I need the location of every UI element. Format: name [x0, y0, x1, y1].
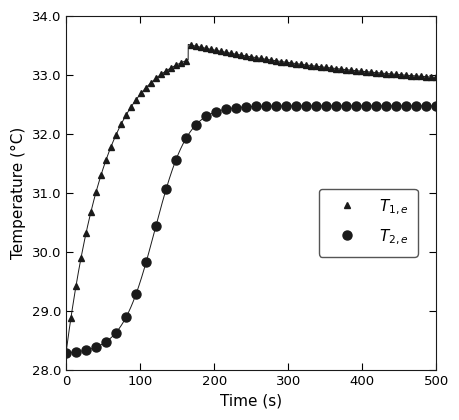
$T_{2,e}$ — [173, 157, 179, 162]
$T_{2,e}$ — [373, 103, 378, 108]
$T_{2,e}$ — [63, 350, 69, 355]
$T_{2,e}$ — [193, 122, 198, 127]
$T_{1,e}$ — [347, 68, 353, 73]
$T_{1,e}$ — [373, 70, 378, 75]
$T_{1,e}$ — [432, 75, 438, 80]
$T_{2,e}$ — [213, 109, 218, 114]
$T_{2,e}$ — [382, 103, 388, 108]
$T_{2,e}$ — [123, 315, 129, 320]
$T_{2,e}$ — [273, 103, 278, 108]
$T_{2,e}$ — [133, 291, 139, 297]
$T_{2,e}$ — [303, 103, 308, 108]
Line: $T_{1,e}$: $T_{1,e}$ — [63, 42, 438, 356]
Y-axis label: Temperature (°C): Temperature (°C) — [11, 127, 26, 260]
$T_{2,e}$ — [392, 103, 398, 108]
$T_{2,e}$ — [73, 349, 78, 354]
$T_{2,e}$ — [113, 330, 118, 335]
$T_{2,e}$ — [413, 103, 418, 108]
$T_{2,e}$ — [243, 104, 248, 109]
$T_{2,e}$ — [432, 103, 438, 108]
$T_{2,e}$ — [83, 348, 89, 353]
$T_{2,e}$ — [163, 187, 168, 192]
$T_{1,e}$ — [397, 72, 403, 77]
$T_{2,e}$ — [313, 103, 318, 108]
$T_{2,e}$ — [353, 103, 358, 108]
$T_{2,e}$ — [422, 103, 428, 108]
$T_{2,e}$ — [143, 260, 148, 265]
Line: $T_{2,e}$: $T_{2,e}$ — [62, 101, 440, 357]
$T_{2,e}$ — [153, 223, 158, 228]
$T_{2,e}$ — [183, 136, 188, 141]
$T_{1,e}$ — [363, 69, 368, 74]
$T_{2,e}$ — [233, 105, 238, 110]
Legend: $T_{1,e}$, $T_{2,e}$: $T_{1,e}$, $T_{2,e}$ — [319, 189, 417, 257]
$T_{2,e}$ — [283, 103, 288, 108]
$T_{2,e}$ — [363, 103, 368, 108]
X-axis label: Time (s): Time (s) — [219, 394, 282, 409]
$T_{2,e}$ — [203, 114, 208, 119]
$T_{2,e}$ — [103, 339, 109, 344]
$T_{2,e}$ — [342, 103, 348, 108]
$T_{2,e}$ — [403, 103, 408, 108]
$T_{1,e}$ — [358, 69, 363, 74]
$T_{2,e}$ — [223, 107, 228, 112]
$T_{2,e}$ — [333, 103, 338, 108]
$T_{1,e}$ — [188, 42, 193, 47]
$T_{2,e}$ — [263, 104, 269, 109]
$T_{1,e}$ — [63, 350, 69, 355]
$T_{1,e}$ — [93, 189, 99, 194]
$T_{2,e}$ — [93, 344, 99, 349]
$T_{2,e}$ — [323, 103, 328, 108]
$T_{2,e}$ — [253, 104, 258, 109]
$T_{2,e}$ — [293, 103, 298, 108]
